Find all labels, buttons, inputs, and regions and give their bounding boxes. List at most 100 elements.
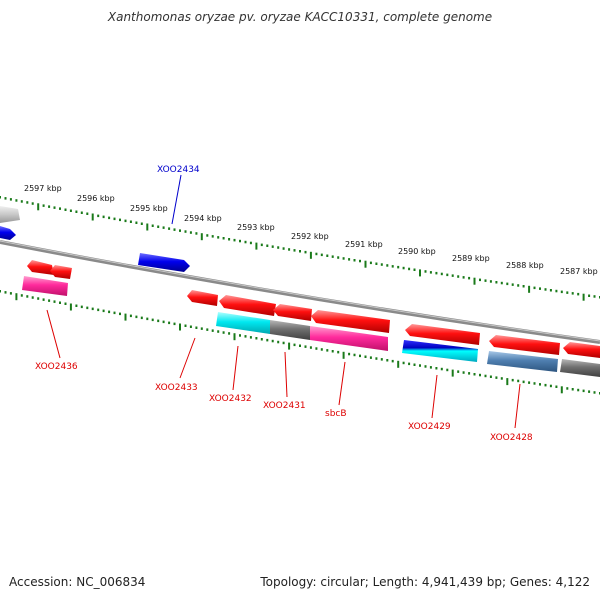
minor-tick bbox=[31, 202, 34, 205]
minor-tick bbox=[91, 307, 94, 311]
minor-tick bbox=[468, 372, 471, 375]
minor-tick bbox=[86, 212, 89, 215]
gene-label-xoo2431[interactable]: XOO2431 bbox=[263, 401, 306, 411]
feature-blue-cyan[interactable] bbox=[402, 340, 478, 362]
leader-line bbox=[171, 174, 182, 225]
minor-tick bbox=[440, 367, 443, 371]
minor-tick bbox=[386, 264, 389, 267]
kbp-label: 2590 kbp bbox=[398, 247, 436, 256]
gene-arrow-lightgray[interactable] bbox=[0, 206, 20, 223]
gene-arrow-xoo2429[interactable] bbox=[405, 324, 480, 345]
minor-tick bbox=[495, 281, 498, 284]
minor-tick bbox=[184, 230, 187, 233]
leader-line bbox=[179, 337, 196, 379]
gene-arrow-reverse[interactable] bbox=[563, 342, 600, 358]
minor-tick bbox=[119, 312, 121, 316]
feature-gray[interactable] bbox=[560, 359, 600, 377]
gene-label-xoo2428[interactable]: XOO2428 bbox=[490, 433, 533, 443]
minor-tick bbox=[533, 286, 536, 290]
minor-tick bbox=[211, 329, 214, 332]
gene-arrow-forward[interactable] bbox=[0, 226, 16, 240]
gene-arrow-reverse[interactable] bbox=[27, 260, 54, 275]
gene-label-xoo2436[interactable]: XOO2436 bbox=[35, 362, 78, 372]
minor-tick bbox=[402, 266, 405, 270]
kbp-label: 2594 kbp bbox=[184, 214, 222, 223]
gene-label-sbcb[interactable]: sbcB bbox=[325, 409, 347, 419]
gene-label-xoo2433[interactable]: XOO2433 bbox=[155, 383, 198, 393]
minor-tick bbox=[151, 318, 154, 322]
minor-tick bbox=[64, 302, 67, 305]
minor-tick bbox=[277, 340, 280, 344]
minor-tick bbox=[168, 321, 171, 325]
major-tick bbox=[69, 303, 72, 311]
gene-arrow-sbcb[interactable] bbox=[311, 310, 390, 333]
feature-magenta[interactable] bbox=[22, 276, 68, 296]
gene-arrow-xoo2433[interactable] bbox=[187, 290, 218, 306]
minor-tick bbox=[4, 197, 7, 200]
kbp-label: 2593 kbp bbox=[237, 223, 275, 232]
minor-tick bbox=[0, 290, 1, 293]
minor-tick bbox=[571, 292, 574, 295]
outer-tick-track bbox=[0, 196, 600, 301]
minor-tick bbox=[75, 304, 78, 307]
major-tick bbox=[255, 242, 258, 250]
minor-tick bbox=[26, 201, 29, 204]
minor-tick bbox=[593, 295, 596, 298]
minor-tick bbox=[489, 280, 492, 283]
gene-label-xoo2432[interactable]: XOO2432 bbox=[209, 394, 252, 404]
minor-tick bbox=[331, 255, 334, 258]
major-tick bbox=[233, 333, 236, 341]
minor-tick bbox=[582, 389, 585, 393]
minor-tick bbox=[59, 207, 61, 210]
minor-tick bbox=[102, 215, 105, 219]
gene-label-xoo2434[interactable]: XOO2434 bbox=[157, 165, 200, 175]
kbp-label: 2596 kbp bbox=[77, 194, 115, 203]
minor-tick bbox=[495, 376, 498, 379]
gene-arrow-xoo2431[interactable] bbox=[273, 304, 312, 321]
minor-tick bbox=[189, 325, 192, 328]
minor-tick bbox=[211, 235, 214, 238]
minor-tick bbox=[266, 244, 269, 247]
gene-arrow-reverse[interactable] bbox=[50, 265, 72, 279]
minor-tick bbox=[517, 284, 520, 287]
minor-tick bbox=[489, 375, 492, 378]
minor-tick bbox=[266, 338, 269, 342]
minor-tick bbox=[533, 382, 536, 385]
gene-label-xoo2429[interactable]: XOO2429 bbox=[408, 422, 451, 432]
major-tick bbox=[200, 233, 203, 241]
minor-tick bbox=[75, 210, 78, 213]
major-tick bbox=[15, 293, 18, 301]
minor-tick bbox=[544, 288, 547, 291]
gene-arrow-xoo2432[interactable] bbox=[219, 295, 276, 316]
minor-tick bbox=[206, 234, 209, 237]
kbp-label: 2591 kbp bbox=[345, 240, 383, 249]
gene-arrow-xoo2434[interactable] bbox=[138, 253, 190, 272]
minor-tick bbox=[304, 250, 307, 254]
minor-tick bbox=[511, 283, 514, 286]
minor-tick bbox=[282, 247, 285, 250]
genome-summary-text: Topology: circular; Length: 4,941,439 bp… bbox=[260, 575, 590, 589]
backbone-highlight bbox=[0, 240, 600, 342]
major-tick bbox=[419, 269, 421, 277]
feature-gray[interactable] bbox=[270, 320, 310, 340]
feature-magenta[interactable] bbox=[310, 326, 388, 351]
major-tick bbox=[506, 378, 509, 386]
gene-arrow-xoo2428[interactable] bbox=[489, 335, 560, 355]
minor-tick bbox=[369, 261, 372, 265]
minor-tick bbox=[135, 221, 138, 224]
minor-tick bbox=[457, 370, 460, 373]
major-tick bbox=[582, 293, 585, 301]
minor-tick bbox=[195, 326, 198, 329]
feature-steelblue[interactable] bbox=[487, 351, 558, 372]
minor-tick bbox=[348, 352, 351, 356]
minor-tick bbox=[206, 328, 209, 331]
minor-tick bbox=[9, 292, 12, 295]
minor-tick bbox=[151, 224, 154, 227]
minor-tick bbox=[435, 271, 438, 275]
minor-tick bbox=[517, 379, 520, 383]
feature-cyan[interactable] bbox=[216, 312, 270, 334]
minor-tick bbox=[9, 198, 12, 201]
minor-tick bbox=[342, 257, 345, 260]
minor-tick bbox=[113, 217, 116, 221]
